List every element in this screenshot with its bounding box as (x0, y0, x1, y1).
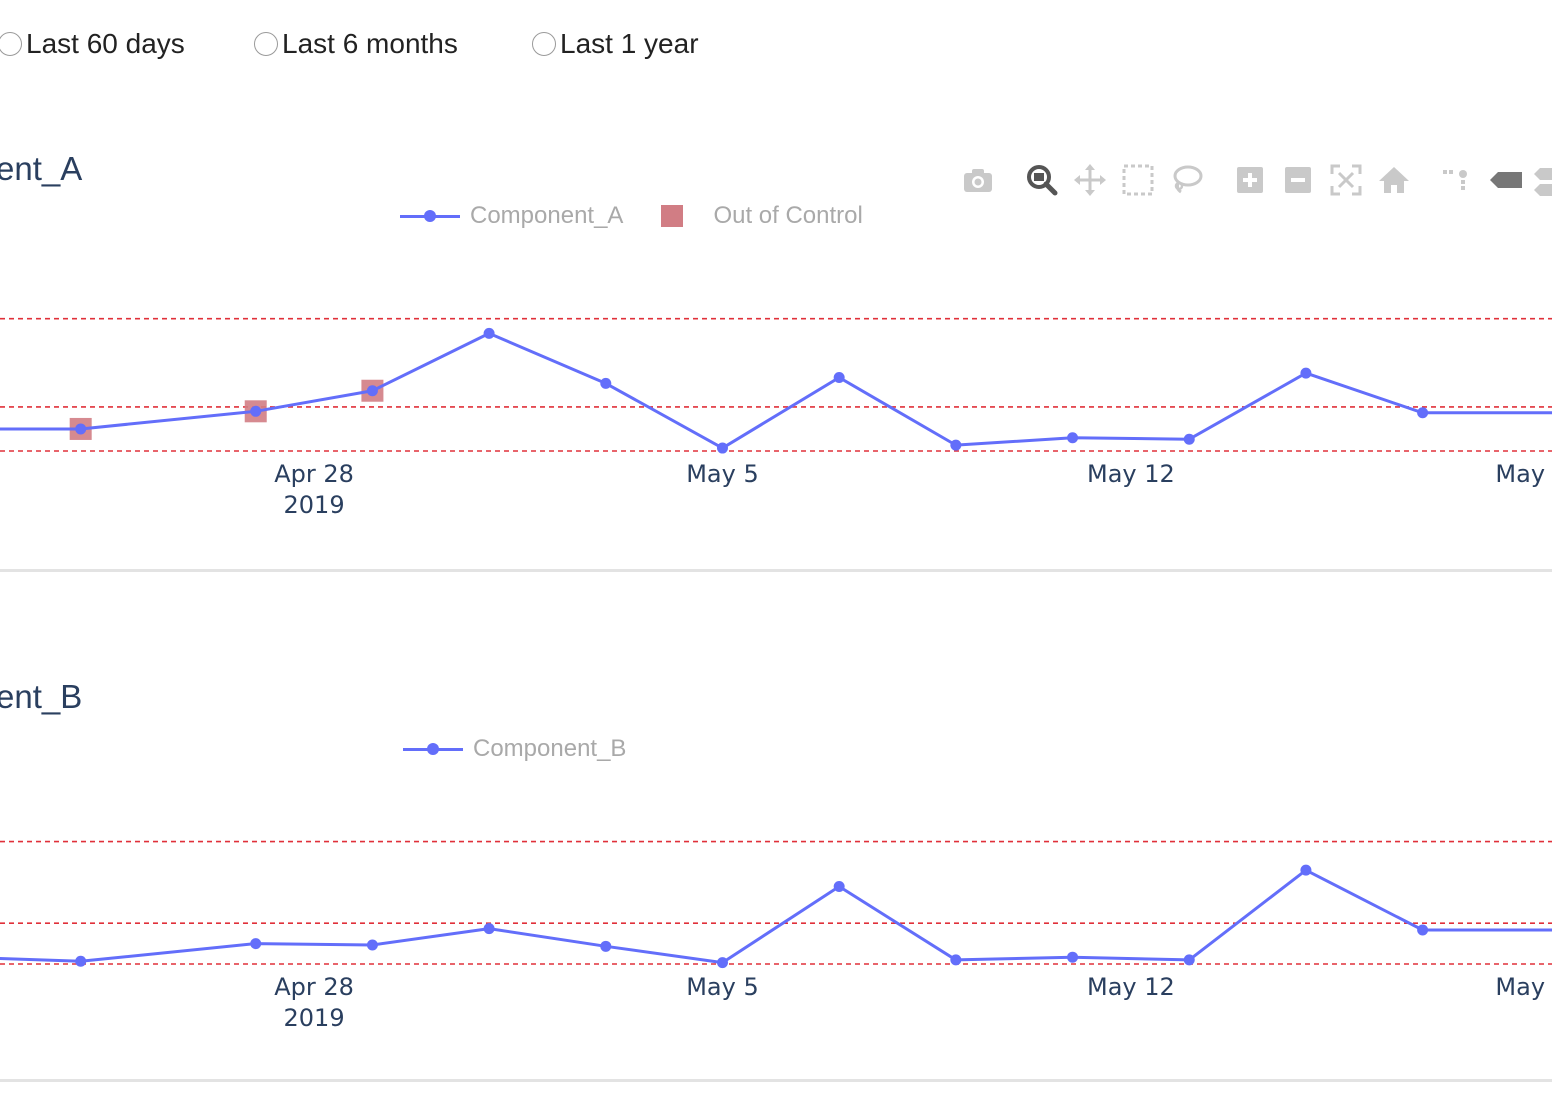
range-selector: Last 60 days Last 6 months Last 1 year (0, 28, 900, 70)
radio-circle-icon[interactable] (0, 32, 22, 56)
zoom-out-icon[interactable] (1278, 160, 1318, 200)
data-point (250, 405, 262, 417)
data-point (950, 439, 962, 451)
series-line (0, 868, 1552, 965)
zoom-icon[interactable] (1022, 160, 1062, 200)
data-point (1183, 954, 1195, 966)
data-point (950, 954, 962, 966)
x-tick-label: Apr 28 (274, 460, 354, 488)
data-point (600, 377, 612, 389)
data-point (716, 442, 728, 454)
data-point (483, 923, 495, 935)
legend-item-component-b[interactable]: Component_B (473, 735, 627, 762)
data-point (366, 385, 378, 397)
panel-divider (0, 569, 1552, 572)
x-tick-label: Apr 28 (274, 973, 354, 1001)
hover-closest-icon[interactable] (1486, 160, 1526, 200)
radio-last-1-year[interactable]: Last 1 year (532, 28, 699, 60)
zoom-in-icon[interactable] (1230, 160, 1270, 200)
radio-last-60-days[interactable]: Last 60 days (0, 28, 185, 60)
data-point (1067, 951, 1079, 963)
legend-square-marker-icon (661, 205, 684, 227)
data-point (1300, 367, 1312, 379)
radio-last-6-months[interactable]: Last 6 months (254, 28, 458, 60)
x-tick-label: May 19 (1495, 460, 1552, 488)
data-point (1183, 433, 1195, 445)
legend-item-out-of-control[interactable]: Out of Control (713, 202, 863, 229)
data-point (716, 957, 728, 969)
radio-label: Last 6 months (282, 28, 458, 59)
radio-circle-icon[interactable] (532, 32, 556, 56)
lasso-icon[interactable] (1166, 160, 1206, 200)
x-tick-label: May 5 (686, 460, 759, 488)
modebar (958, 160, 1552, 200)
radio-label: Last 60 days (26, 28, 185, 59)
data-point (1067, 432, 1079, 444)
data-point (1417, 407, 1429, 419)
autoscale-icon[interactable] (1326, 160, 1366, 200)
x-tick-label: May 12 (1087, 460, 1175, 488)
radio-label: Last 1 year (560, 28, 699, 59)
data-point (366, 939, 378, 951)
x-tick-label: May 12 (1087, 973, 1175, 1001)
data-point (75, 423, 87, 435)
data-point (483, 327, 495, 339)
spike-lines-icon[interactable] (1438, 160, 1478, 200)
chart-b-legend: Component_B (403, 735, 626, 763)
camera-icon[interactable] (958, 160, 998, 200)
hover-compare-icon[interactable] (1530, 160, 1552, 200)
data-point (833, 372, 845, 383)
x-tick-year-label: 2019 (284, 1004, 345, 1032)
chart-b-title: ent_B (0, 678, 83, 715)
reset-axes-icon[interactable] (1374, 160, 1414, 200)
x-tick-label: May 5 (686, 973, 759, 1001)
data-point (75, 955, 87, 967)
box-select-icon[interactable] (1118, 160, 1158, 200)
data-point (600, 940, 612, 952)
x-tick-year-label: 2019 (284, 491, 345, 519)
x-tick-label: May 19 (1495, 973, 1552, 1001)
legend-line-marker-icon (400, 204, 460, 228)
series-line (0, 331, 1552, 450)
panel-divider (0, 1079, 1552, 1082)
chart-a-legend: Component_A Out of Control (400, 202, 863, 230)
chart-a-title: ent_A (0, 150, 83, 187)
pan-icon[interactable] (1070, 160, 1110, 200)
legend-line-marker-icon (403, 737, 463, 761)
legend-item-component-a[interactable]: Component_A (470, 202, 624, 229)
data-point (250, 938, 262, 950)
radio-circle-icon[interactable] (254, 32, 278, 56)
data-point (833, 880, 845, 892)
data-point (1300, 864, 1312, 876)
data-point (1417, 924, 1429, 936)
